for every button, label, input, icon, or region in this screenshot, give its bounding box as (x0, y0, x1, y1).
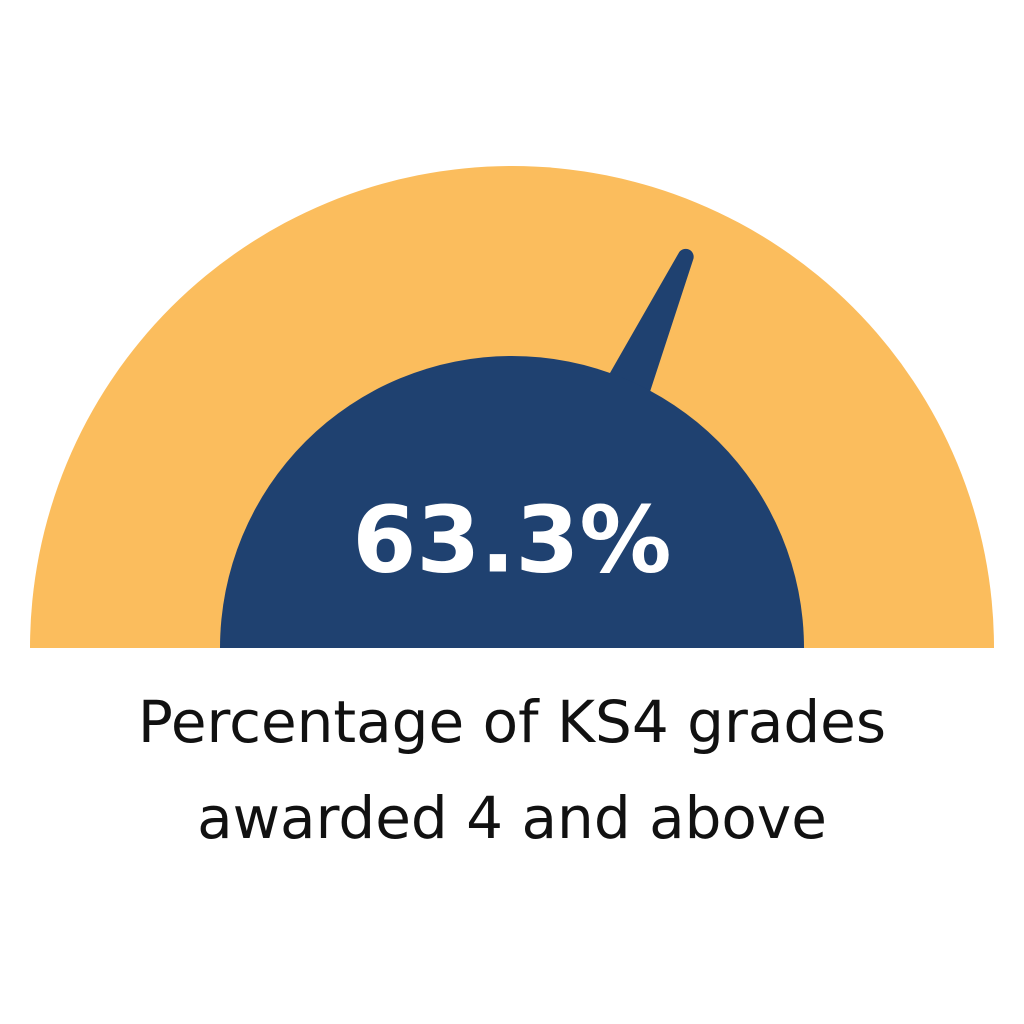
gauge: 63.3% (30, 166, 994, 648)
gauge-needle (600, 248, 694, 410)
caption-line: awarded 4 and above (197, 784, 827, 852)
caption-line: Percentage of KS4 grades (138, 688, 886, 756)
gauge-hub (220, 356, 804, 648)
value-label: 63.3% (352, 486, 671, 593)
